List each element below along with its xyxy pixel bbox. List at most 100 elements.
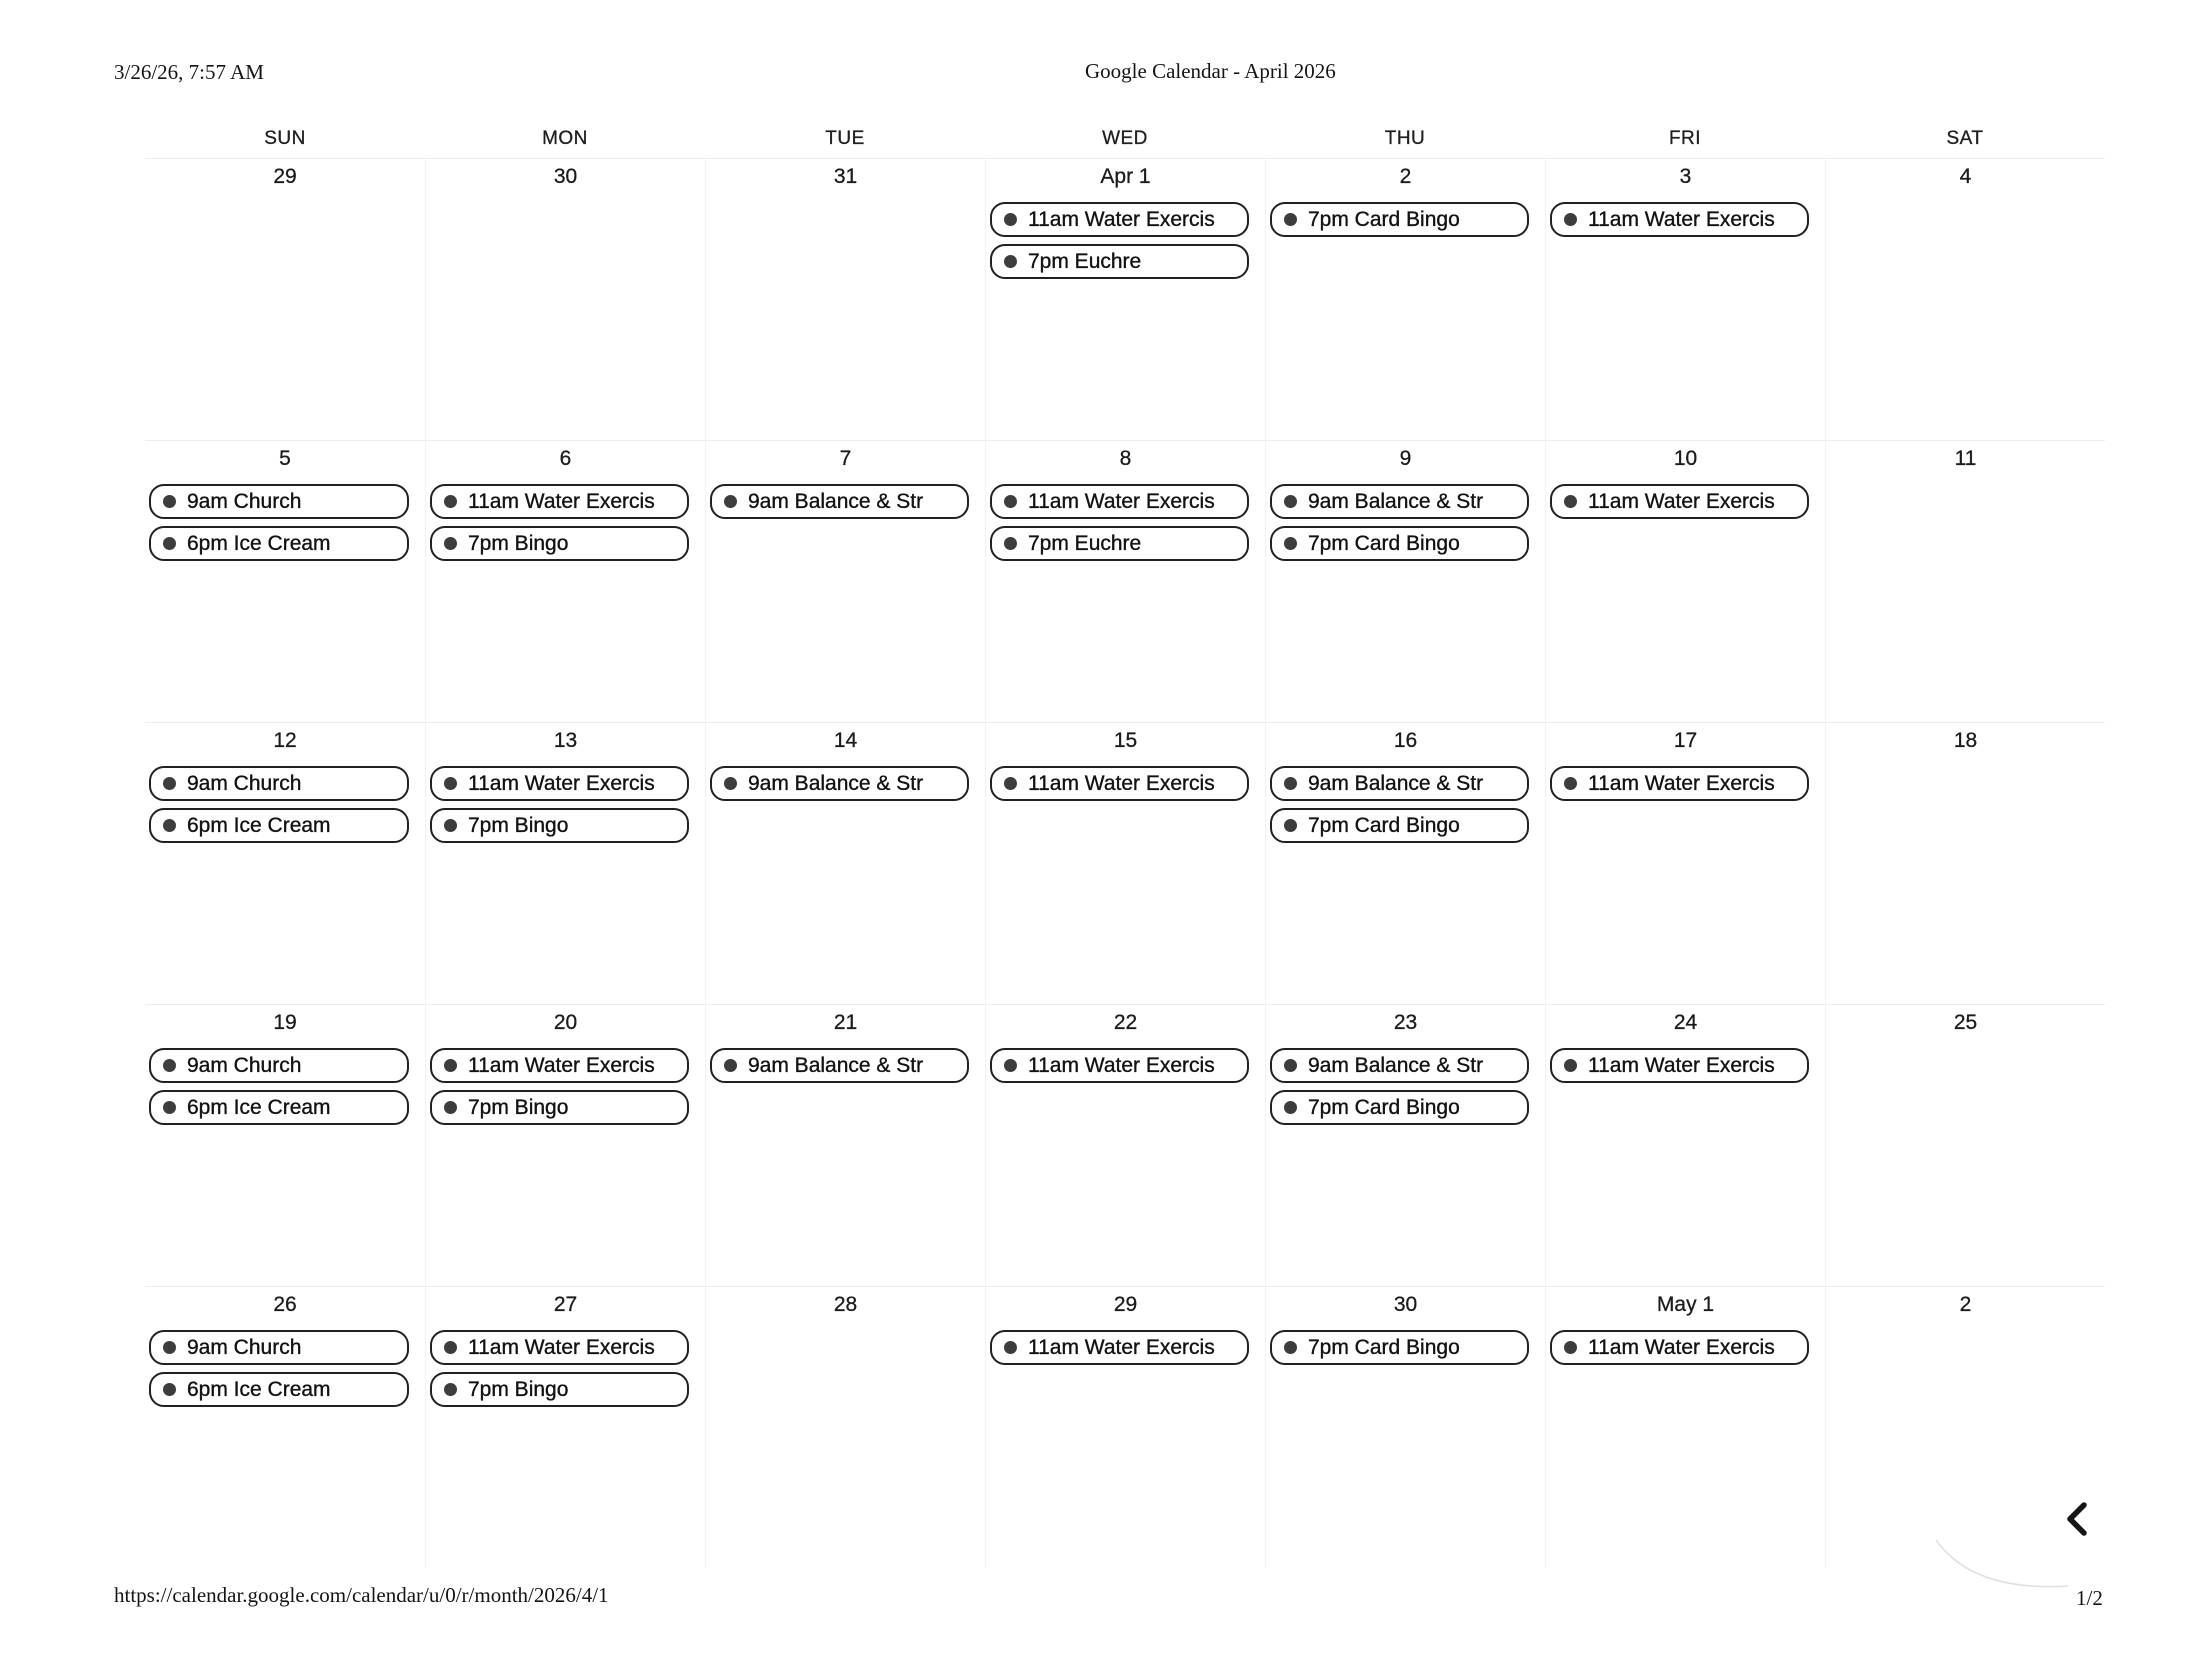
event-pill[interactable]: 11am Water Exercis bbox=[430, 1048, 689, 1083]
event-pill[interactable]: 9am Balance & Str bbox=[710, 484, 969, 519]
event-label: 9am Balance & Str bbox=[1308, 771, 1484, 795]
event-list: 11am Water Exercis 7pm Bingo bbox=[426, 1330, 705, 1407]
date-label: 29 bbox=[1113, 1293, 1138, 1316]
event-label: 9am Church bbox=[187, 1053, 302, 1077]
event-dot-icon bbox=[1564, 1341, 1577, 1354]
event-label: 7pm Euchre bbox=[1028, 249, 1142, 273]
weekday-header-wed: WED bbox=[1102, 128, 1148, 149]
event-pill[interactable]: 7pm Bingo bbox=[430, 1090, 689, 1125]
event-pill[interactable]: 9am Church bbox=[149, 1048, 409, 1083]
back-chevron-icon[interactable] bbox=[2062, 1500, 2092, 1543]
event-label: 11am Water Exercis bbox=[468, 1053, 655, 1077]
day-cell: 17 11am Water Exercis bbox=[1545, 723, 1825, 1004]
event-dot-icon bbox=[163, 537, 176, 550]
date-label: 24 bbox=[1673, 1011, 1698, 1034]
weekday-header-tue: TUE bbox=[825, 128, 865, 149]
event-list: 11am Water Exercis bbox=[1546, 1048, 1825, 1083]
event-pill[interactable]: 9am Balance & Str bbox=[1270, 1048, 1529, 1083]
event-pill[interactable]: 11am Water Exercis bbox=[430, 484, 689, 519]
event-pill[interactable]: 9am Church bbox=[149, 484, 409, 519]
event-pill[interactable]: 11am Water Exercis bbox=[990, 766, 1249, 801]
event-list: 9am Church 6pm Ice Cream bbox=[145, 1048, 425, 1125]
event-pill[interactable]: 7pm Card Bingo bbox=[1270, 202, 1529, 237]
event-pill[interactable]: 7pm Card Bingo bbox=[1270, 1090, 1529, 1125]
week-row: 5 9am Church 6pm Ice Cream 6 11am Water Exer… bbox=[145, 440, 2105, 722]
event-label: 9am Church bbox=[187, 771, 302, 795]
day-cell: May 1 11am Water Exercis bbox=[1545, 1287, 1825, 1568]
event-label: 11am Water Exercis bbox=[1588, 771, 1775, 795]
event-label: 11am Water Exercis bbox=[468, 1335, 655, 1359]
date-label: 16 bbox=[1393, 729, 1418, 752]
event-pill[interactable]: 6pm Ice Cream bbox=[149, 1372, 409, 1407]
date-label: 29 bbox=[273, 165, 297, 188]
event-label: 7pm Bingo bbox=[468, 531, 569, 555]
print-footer-url: https://calendar.google.com/calendar/u/0… bbox=[114, 1583, 609, 1607]
event-pill[interactable]: 11am Water Exercis bbox=[1550, 484, 1809, 519]
event-pill[interactable]: 9am Balance & Str bbox=[710, 1048, 969, 1083]
event-pill[interactable]: 11am Water Exercis bbox=[430, 766, 689, 801]
event-pill[interactable]: 9am Balance & Str bbox=[710, 766, 969, 801]
event-pill[interactable]: 11am Water Exercis bbox=[990, 1048, 1249, 1083]
event-pill[interactable]: 11am Water Exercis bbox=[1550, 1330, 1809, 1365]
event-pill[interactable]: 11am Water Exercis bbox=[990, 1330, 1249, 1365]
event-list: 9am Balance & Str 7pm Card Bingo bbox=[1266, 1048, 1545, 1125]
day-cell: 7 9am Balance & Str bbox=[705, 441, 985, 722]
event-pill[interactable]: 9am Balance & Str bbox=[1270, 484, 1529, 519]
event-pill[interactable]: 11am Water Exercis bbox=[990, 484, 1249, 519]
event-label: 6pm Ice Cream bbox=[187, 813, 331, 837]
print-datetime: 3/26/26, 7:57 AM bbox=[114, 60, 264, 84]
day-cell: 30 bbox=[425, 159, 705, 440]
event-dot-icon bbox=[444, 1383, 457, 1396]
event-label: 11am Water Exercis bbox=[1028, 1335, 1215, 1359]
event-label: 9am Balance & Str bbox=[748, 489, 924, 513]
event-pill[interactable]: 9am Church bbox=[149, 1330, 409, 1365]
event-pill[interactable]: 11am Water Exercis bbox=[1550, 1048, 1809, 1083]
event-pill[interactable]: 11am Water Exercis bbox=[990, 202, 1249, 237]
event-pill[interactable]: 7pm Bingo bbox=[430, 526, 689, 561]
event-list: 9am Balance & Str bbox=[706, 484, 985, 519]
page-title: Google Calendar - April 2026 bbox=[1085, 59, 1336, 83]
date-label: 2 bbox=[1959, 1293, 1972, 1316]
event-pill[interactable]: 11am Water Exercis bbox=[430, 1330, 689, 1365]
event-pill[interactable]: 7pm Euchre bbox=[990, 526, 1249, 561]
date-label: 6 bbox=[559, 447, 572, 470]
day-cell: 5 9am Church 6pm Ice Cream bbox=[145, 441, 425, 722]
event-pill[interactable]: 6pm Ice Cream bbox=[149, 1090, 409, 1125]
day-cell: Apr 1 11am Water Exercis 7pm Euchre bbox=[985, 159, 1265, 440]
event-pill[interactable]: 7pm Euchre bbox=[990, 244, 1249, 279]
date-label: 19 bbox=[273, 1011, 297, 1034]
event-pill[interactable]: 9am Church bbox=[149, 766, 409, 801]
event-list: 11am Water Exercis bbox=[1546, 766, 1825, 801]
week-row: 29 30 31 Apr 1 11am Water Exercis 7pm Euchre 2… bbox=[145, 158, 2105, 440]
day-cell: 30 7pm Card Bingo bbox=[1265, 1287, 1545, 1568]
event-list: 7pm Card Bingo bbox=[1266, 202, 1545, 237]
date-label: 3 bbox=[1679, 165, 1692, 188]
event-pill[interactable]: 7pm Bingo bbox=[430, 808, 689, 843]
event-dot-icon bbox=[444, 819, 457, 832]
event-label: 9am Balance & Str bbox=[748, 771, 924, 795]
event-dot-icon bbox=[163, 1383, 176, 1396]
event-dot-icon bbox=[444, 1059, 457, 1072]
event-pill[interactable]: 7pm Card Bingo bbox=[1270, 526, 1529, 561]
weekday-header-row: SUN MON TUE WED THU FRI SAT bbox=[145, 120, 2105, 158]
event-list: 11am Water Exercis 7pm Bingo bbox=[426, 1048, 705, 1125]
event-dot-icon bbox=[444, 495, 457, 508]
event-pill[interactable]: 6pm Ice Cream bbox=[149, 808, 409, 843]
event-pill[interactable]: 7pm Card Bingo bbox=[1270, 1330, 1529, 1365]
date-label: 15 bbox=[1113, 729, 1138, 752]
event-pill[interactable]: 6pm Ice Cream bbox=[149, 526, 409, 561]
event-list: 11am Water Exercis 7pm Bingo bbox=[426, 484, 705, 561]
day-cell: 13 11am Water Exercis 7pm Bingo bbox=[425, 723, 705, 1004]
calendar-weeks: 29 30 31 Apr 1 11am Water Exercis 7pm Euchre 2… bbox=[145, 158, 2105, 1568]
event-pill[interactable]: 11am Water Exercis bbox=[1550, 766, 1809, 801]
event-pill[interactable]: 7pm Bingo bbox=[430, 1372, 689, 1407]
event-label: 7pm Card Bingo bbox=[1308, 1335, 1460, 1359]
event-pill[interactable]: 11am Water Exercis bbox=[1550, 202, 1809, 237]
event-label: 7pm Card Bingo bbox=[1308, 531, 1460, 555]
weekday-header-sat: SAT bbox=[1946, 128, 1984, 149]
date-label: 27 bbox=[553, 1293, 578, 1316]
event-pill[interactable]: 9am Balance & Str bbox=[1270, 766, 1529, 801]
event-list: 9am Balance & Str bbox=[706, 1048, 985, 1083]
date-label: 10 bbox=[1673, 447, 1698, 470]
event-pill[interactable]: 7pm Card Bingo bbox=[1270, 808, 1529, 843]
